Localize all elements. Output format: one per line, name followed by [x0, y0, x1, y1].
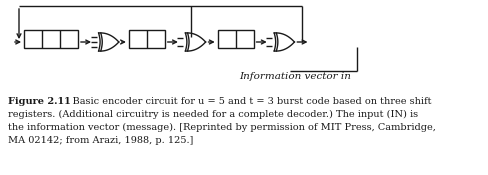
Bar — [128, 30, 164, 48]
Text: MA 02142; from Arazi, 1988, p. 125.]: MA 02142; from Arazi, 1988, p. 125.] — [8, 136, 193, 145]
Text: the information vector (message). [Reprinted by permission of MIT Press, Cambrid: the information vector (message). [Repri… — [8, 123, 435, 132]
Bar — [24, 30, 78, 48]
Text: Information vector in: Information vector in — [239, 72, 350, 81]
Text: registers. (Additional circuitry is needed for a complete decoder.) The input (I: registers. (Additional circuitry is need… — [8, 110, 417, 119]
Text: Figure 2.11: Figure 2.11 — [8, 97, 71, 106]
Text: Basic encoder circuit for u = 5 and t = 3 burst code based on three shift: Basic encoder circuit for u = 5 and t = … — [60, 97, 430, 106]
Bar — [217, 30, 253, 48]
